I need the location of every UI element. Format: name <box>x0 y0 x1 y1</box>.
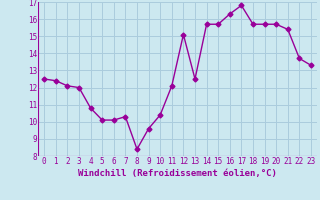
X-axis label: Windchill (Refroidissement éolien,°C): Windchill (Refroidissement éolien,°C) <box>78 169 277 178</box>
